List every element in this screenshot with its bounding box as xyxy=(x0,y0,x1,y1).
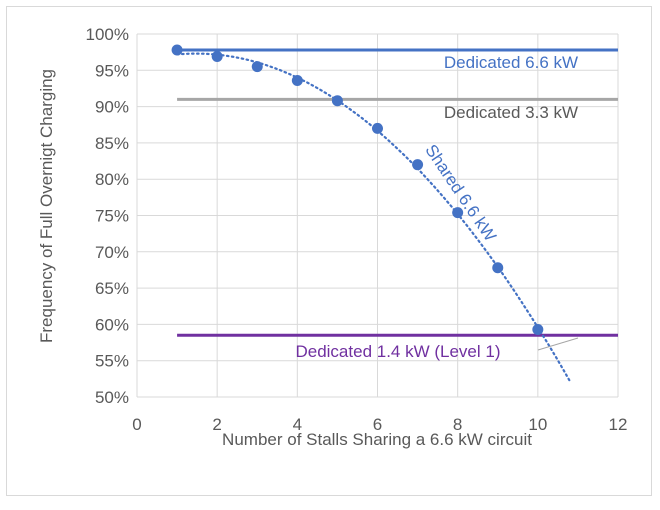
reference-lines xyxy=(177,48,618,337)
level1-leader-line xyxy=(537,337,579,351)
x-axis-title: Number of Stalls Sharing a 6.6 kW circui… xyxy=(222,430,532,449)
y-tick-label: 100% xyxy=(86,25,129,44)
data-points xyxy=(171,44,544,335)
y-tick-label: 80% xyxy=(95,170,129,189)
data-point xyxy=(492,262,504,274)
y-tick-label: 95% xyxy=(95,61,129,80)
data-point xyxy=(452,207,464,219)
y-tick-label: 90% xyxy=(95,98,129,117)
data-point xyxy=(331,95,343,107)
reference-label-2: Dedicated 1.4 kW (Level 1) xyxy=(295,342,500,361)
x-tick-label: 12 xyxy=(609,415,628,434)
reference-label-0: Dedicated 6.6 kW xyxy=(444,53,578,72)
x-tick-label: 2 xyxy=(212,415,221,434)
data-point xyxy=(251,61,263,73)
data-point xyxy=(372,122,383,134)
y-tick-label: 55% xyxy=(95,352,129,371)
y-tick-label: 50% xyxy=(95,388,129,407)
data-point xyxy=(412,159,424,171)
data-point xyxy=(171,44,183,56)
x-tick-label: 6 xyxy=(373,415,382,434)
y-tick-label: 75% xyxy=(95,207,129,226)
x-tick-label: 10 xyxy=(528,415,547,434)
data-point xyxy=(532,323,544,335)
reference-label-1: Dedicated 3.3 kW xyxy=(444,103,578,122)
x-tick-label: 4 xyxy=(293,415,302,434)
chart-area xyxy=(6,6,652,496)
y-tick-label: 60% xyxy=(95,315,129,334)
data-point xyxy=(291,74,303,86)
y-axis-ticks: 50% 55% 60% 65% 70% 75% 80% 85% 90% 95% 100% xyxy=(86,25,129,407)
data-point xyxy=(211,51,223,63)
gridlines xyxy=(136,33,619,398)
x-tick-label: 8 xyxy=(453,415,462,434)
y-tick-label: 85% xyxy=(95,134,129,153)
y-tick-label: 65% xyxy=(95,279,129,298)
x-axis-ticks: 0 2 4 6 8 10 12 xyxy=(132,415,627,434)
x-tick-label: 0 xyxy=(132,415,141,434)
y-axis-title: Frequency of Full Overnigt Charging xyxy=(37,69,56,343)
y-tick-label: 70% xyxy=(95,243,129,262)
series-label-shared: Shared 6.6 kW xyxy=(421,141,500,245)
